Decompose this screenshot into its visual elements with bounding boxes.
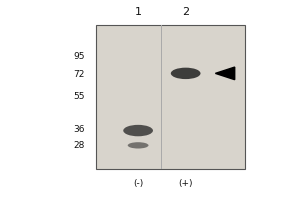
Text: 95: 95 — [73, 52, 85, 61]
Polygon shape — [215, 67, 235, 80]
Text: 55: 55 — [73, 92, 85, 101]
Text: (+): (+) — [178, 179, 193, 188]
Text: 36: 36 — [73, 125, 85, 134]
Text: 28: 28 — [73, 141, 85, 150]
Text: 72: 72 — [73, 70, 85, 79]
Text: 1: 1 — [135, 7, 142, 17]
Ellipse shape — [123, 125, 153, 136]
Ellipse shape — [171, 68, 200, 79]
Text: (-): (-) — [133, 179, 143, 188]
Text: 2: 2 — [182, 7, 189, 17]
Bar — [97, 25, 245, 169]
Ellipse shape — [128, 142, 148, 149]
Bar — [161, 25, 163, 169]
